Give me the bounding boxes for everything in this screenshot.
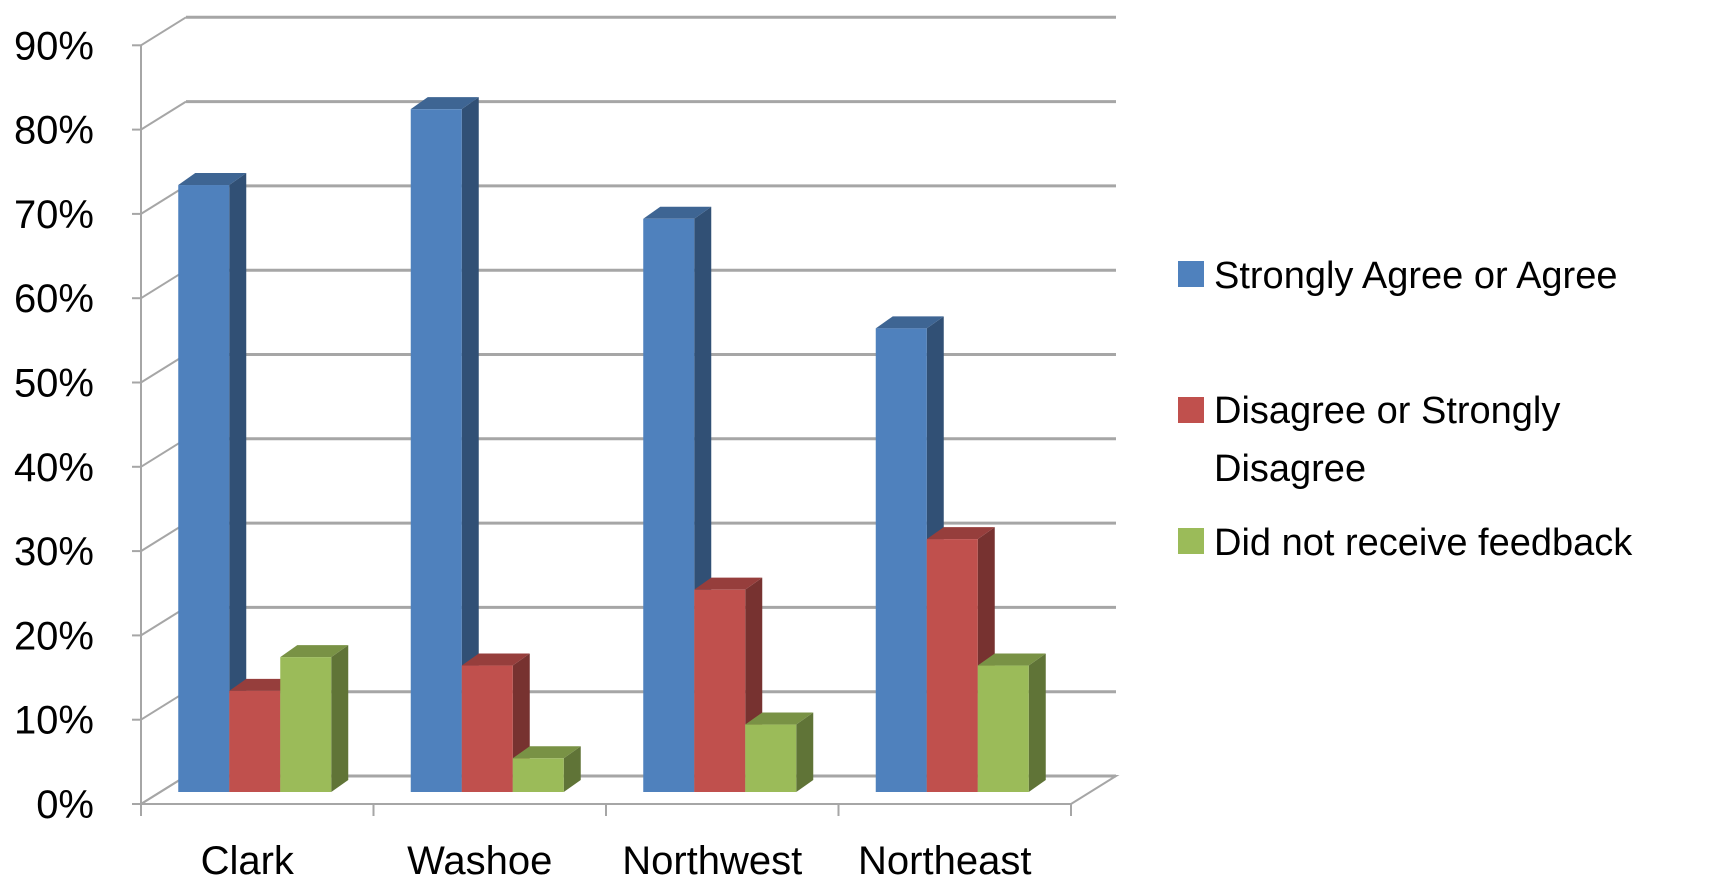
bar-clark-3 xyxy=(280,645,349,792)
bar-side xyxy=(331,645,349,792)
x-tick-label: Northwest xyxy=(622,839,802,883)
legend-label-no-feedback: Did not receive feedback xyxy=(1214,522,1633,564)
x-tick-label: Northeast xyxy=(858,839,1031,883)
y-tick-label: 10% xyxy=(14,699,94,743)
legend-swatch-strongly-agree xyxy=(1178,261,1204,287)
bar-northwest-2 xyxy=(694,577,763,792)
bar-northeast-3 xyxy=(977,653,1046,792)
bar-top xyxy=(926,527,995,540)
bar-top xyxy=(461,653,530,666)
bar-northwest-3 xyxy=(745,712,814,792)
bar-front xyxy=(926,539,978,792)
bar-top xyxy=(178,173,247,186)
bar-side xyxy=(229,173,247,793)
bar-side xyxy=(796,712,814,792)
x-tick-labels: Clark Washoe Northwest Northeast xyxy=(201,839,1032,883)
bar-front xyxy=(745,724,797,792)
bar-top xyxy=(280,645,349,658)
legend-swatch-no-feedback xyxy=(1178,528,1204,554)
y-tick-label: 30% xyxy=(14,530,94,574)
bar-side xyxy=(1028,653,1046,792)
legend-label-strongly-agree: Strongly Agree or Agree xyxy=(1214,255,1617,297)
y-tick-label: 20% xyxy=(14,614,94,658)
bar-northwest-1 xyxy=(643,206,712,792)
legend-label-disagree-line2: Disagree xyxy=(1214,448,1366,490)
gridline-side-90 xyxy=(140,16,187,47)
bar-front xyxy=(461,665,513,792)
bar-front xyxy=(410,109,462,793)
bar-front xyxy=(694,589,746,792)
bar-front xyxy=(643,218,695,792)
bar-top xyxy=(977,653,1046,666)
x-tick-label: Washoe xyxy=(407,839,552,883)
gridline-side-80 xyxy=(140,100,187,131)
y-tick-labels: 0% 10% 20% 30% 40% 50% 60% 70% 80% 90% xyxy=(14,24,94,827)
bars xyxy=(178,97,1046,793)
bar-washoe-3 xyxy=(512,746,581,792)
bar-front xyxy=(178,185,230,793)
y-tick-label: 70% xyxy=(14,193,94,237)
bar-front xyxy=(229,690,281,792)
y-tick-label: 60% xyxy=(14,277,94,321)
y-tick-label: 0% xyxy=(36,783,94,827)
bar-front xyxy=(875,328,927,792)
y-tick-label: 80% xyxy=(14,109,94,153)
bar-top xyxy=(512,746,581,759)
bar-side xyxy=(461,97,479,793)
y-tick-label: 90% xyxy=(14,24,94,68)
x-tick-label: Clark xyxy=(201,839,295,883)
y-tick-label: 40% xyxy=(14,446,94,490)
bar-side xyxy=(563,746,581,792)
legend-swatch-disagree xyxy=(1178,397,1204,423)
bar-clark-1 xyxy=(178,173,247,793)
legend: Strongly Agree or Agree Disagree or Stro… xyxy=(1178,255,1633,564)
axes xyxy=(132,44,1072,816)
bar-top xyxy=(643,206,712,219)
bar-front xyxy=(512,758,564,792)
legend-label-disagree-line1: Disagree or Strongly xyxy=(1214,390,1560,432)
bar-washoe-1 xyxy=(410,97,479,793)
bar-front xyxy=(977,665,1029,792)
bar-front xyxy=(280,657,332,792)
y-tick-label: 50% xyxy=(14,362,94,406)
bar-top xyxy=(875,316,944,329)
bar-top xyxy=(410,97,479,110)
bar-top xyxy=(694,577,763,590)
bar-top xyxy=(745,712,814,725)
